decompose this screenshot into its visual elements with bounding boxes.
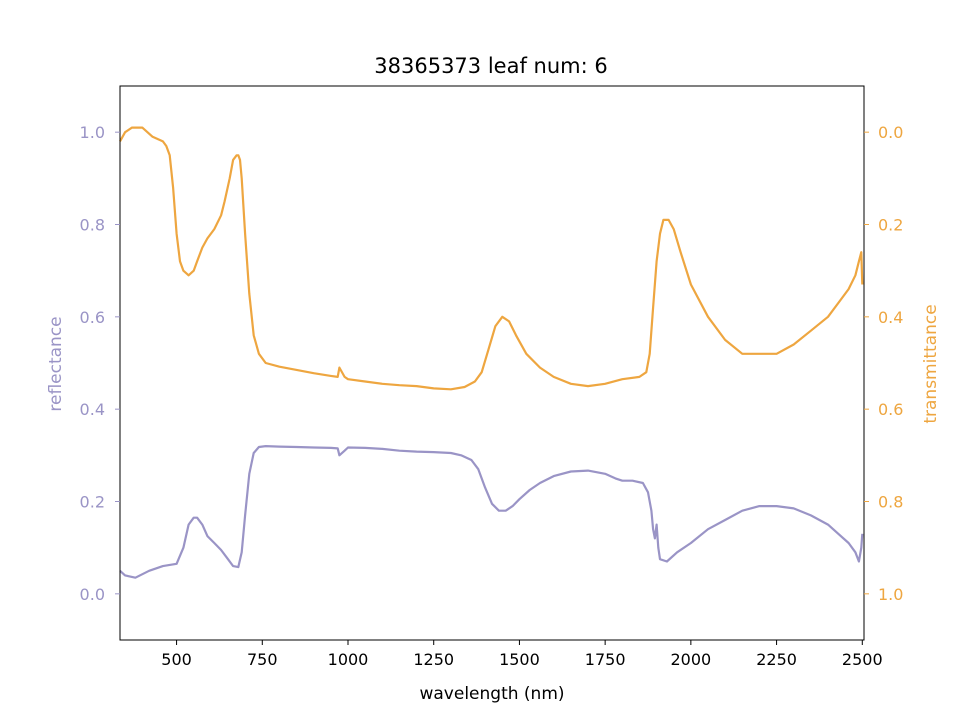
series-line-transmittance [119,126,864,391]
y-axis-left-label: reflectance [46,316,66,411]
y-axis-left: 0.0 0.2 0.4 0.6 0.8 1.0 [80,123,120,604]
x-axis-label: wavelength (nm) [419,684,564,704]
y-right-tick-label: 0.0 [878,123,903,142]
x-tick-label: 750 [247,650,278,669]
x-tick-label: 1000 [328,650,369,669]
y-right-tick-label: 0.6 [878,400,903,419]
chart-title: 38365373 leaf num: 6 [374,54,607,78]
x-tick-label: 1500 [499,650,540,669]
x-axis: 500 750 1000 1250 1500 1750 2000 2250 2500 [161,640,883,669]
y-right-tick-label: 0.2 [878,216,903,235]
plot-area [119,126,864,579]
x-tick-label: 500 [161,650,192,669]
y-left-tick-label: 1.0 [80,123,105,142]
x-tick-label: 2500 [842,650,883,669]
x-tick-label: 1750 [585,650,626,669]
y-axis-right-label: transmittance [921,304,941,423]
series-line-reflectance [119,445,864,579]
y-axis-right: 0.0 0.2 0.4 0.6 0.8 1.0 [864,123,903,604]
y-right-tick-label: 0.8 [878,493,903,512]
y-right-tick-label: 0.4 [878,308,903,327]
plot-frame [119,85,865,641]
y-left-tick-label: 0.6 [80,308,105,327]
y-left-tick-label: 0.8 [80,216,105,235]
x-tick-label: 2000 [670,650,711,669]
x-tick-label: 2250 [756,650,797,669]
y-right-tick-label: 1.0 [878,585,903,604]
y-left-tick-label: 0.0 [80,585,105,604]
x-tick-label: 1250 [413,650,454,669]
y-left-tick-label: 0.2 [80,493,105,512]
y-left-tick-label: 0.4 [80,400,105,419]
